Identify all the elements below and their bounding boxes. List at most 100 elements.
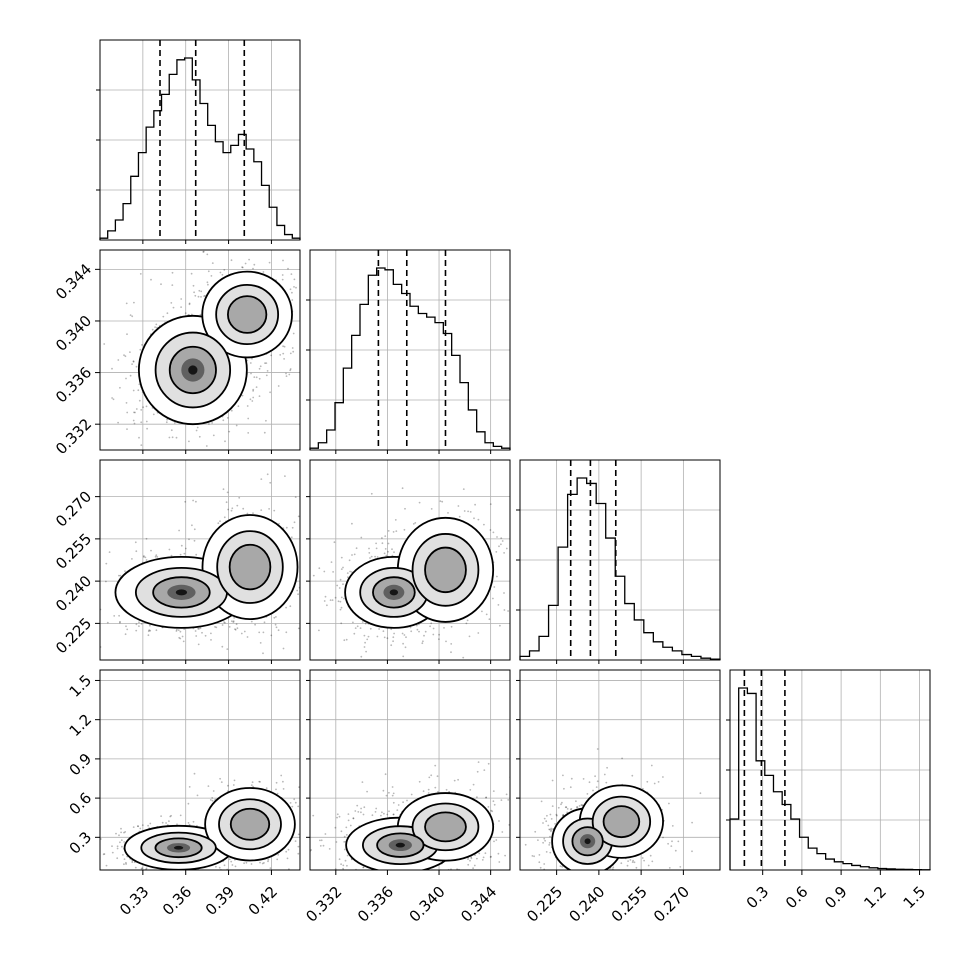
sample-point: [487, 762, 490, 765]
sample-point: [306, 890, 308, 892]
panel-border: [519, 459, 721, 661]
sample-point: [495, 839, 498, 841]
sample-point: [476, 796, 478, 799]
sample-point: [367, 635, 370, 638]
sample-point: [168, 873, 170, 875]
sample-point: [129, 351, 131, 353]
sample-point: [406, 799, 408, 802]
sample-point: [215, 865, 217, 868]
sample-point: [500, 537, 503, 539]
sample-point: [469, 511, 472, 513]
sample-point: [591, 874, 593, 876]
sample-point: [598, 883, 600, 885]
sample-point: [346, 864, 348, 867]
sample-point: [501, 831, 504, 833]
sample-point: [182, 640, 185, 643]
sample-point: [487, 806, 490, 808]
sample-point: [319, 845, 322, 847]
sample-point: [287, 848, 290, 851]
sample-point: [466, 619, 469, 622]
sample-point: [679, 866, 682, 868]
sample-point: [176, 823, 178, 826]
sample-point: [123, 858, 126, 860]
sample-point: [484, 852, 487, 855]
sample-point: [303, 529, 305, 531]
sample-point: [375, 542, 377, 545]
sample-point: [301, 556, 303, 558]
sample-point: [432, 627, 435, 630]
sample-point: [498, 861, 501, 863]
sample-point: [244, 262, 247, 265]
sample-point: [497, 604, 500, 606]
density-contour: [227, 295, 268, 334]
sample-point: [307, 806, 309, 808]
sample-point: [269, 867, 272, 869]
sample-point: [330, 561, 333, 563]
sample-point: [390, 644, 393, 647]
sample-point: [192, 499, 195, 502]
sample-point: [283, 358, 285, 360]
sample-point: [467, 863, 470, 866]
sample-point: [267, 860, 269, 863]
sample-point: [243, 872, 245, 874]
sample-point: [340, 568, 343, 570]
sample-point: [232, 784, 235, 786]
sample-point: [355, 547, 358, 550]
sample-point: [406, 883, 408, 885]
sample-point: [143, 555, 145, 557]
sample-point: [94, 415, 96, 417]
sample-point: [241, 266, 244, 269]
sample-point: [147, 630, 150, 633]
sample-point: [477, 518, 480, 521]
sample-point: [211, 797, 214, 799]
sample-point: [469, 859, 471, 862]
sample-point: [297, 852, 300, 855]
sample-point: [405, 875, 407, 877]
sample-point: [340, 556, 343, 559]
sample-point: [342, 583, 344, 586]
sample-point: [296, 589, 299, 592]
sample-point: [265, 419, 267, 422]
sample-point: [116, 847, 119, 850]
sample-point: [232, 620, 235, 623]
sample-point: [383, 552, 386, 555]
sample-point: [302, 797, 304, 799]
sample-point: [91, 577, 93, 579]
sample-point: [434, 764, 437, 767]
histogram-step: [519, 477, 721, 660]
sample-point: [386, 813, 389, 816]
sample-point: [290, 273, 293, 275]
sample-point: [179, 637, 182, 640]
sample-point: [348, 559, 351, 562]
sample-point: [126, 628, 129, 631]
sample-point: [352, 817, 355, 820]
sample-point: [211, 799, 214, 802]
sample-point: [540, 800, 543, 803]
sample-point: [474, 854, 476, 857]
sample-point: [333, 858, 335, 860]
sample-point: [386, 637, 389, 640]
sample-point: [497, 852, 500, 855]
sample-point: [691, 850, 693, 853]
sample-point: [294, 496, 297, 498]
sample-point: [476, 770, 479, 773]
sample-point: [168, 548, 171, 551]
sample-point: [181, 635, 184, 638]
sample-point: [147, 824, 150, 827]
sample-point: [343, 597, 345, 600]
density-layer: [306, 761, 510, 892]
sample-point: [347, 813, 350, 815]
sample-point: [351, 554, 353, 556]
sample-point: [218, 866, 221, 869]
sample-point: [382, 880, 384, 882]
sample-point: [387, 530, 390, 532]
scatter-panel-0-1: [94, 249, 301, 451]
sample-point: [223, 621, 225, 623]
sample-point: [277, 629, 280, 632]
sample-point: [135, 550, 138, 553]
sample-point: [503, 592, 505, 594]
sample-point: [285, 526, 288, 529]
sample-point: [260, 509, 263, 511]
sample-point: [141, 867, 144, 869]
sample-point: [180, 306, 183, 308]
